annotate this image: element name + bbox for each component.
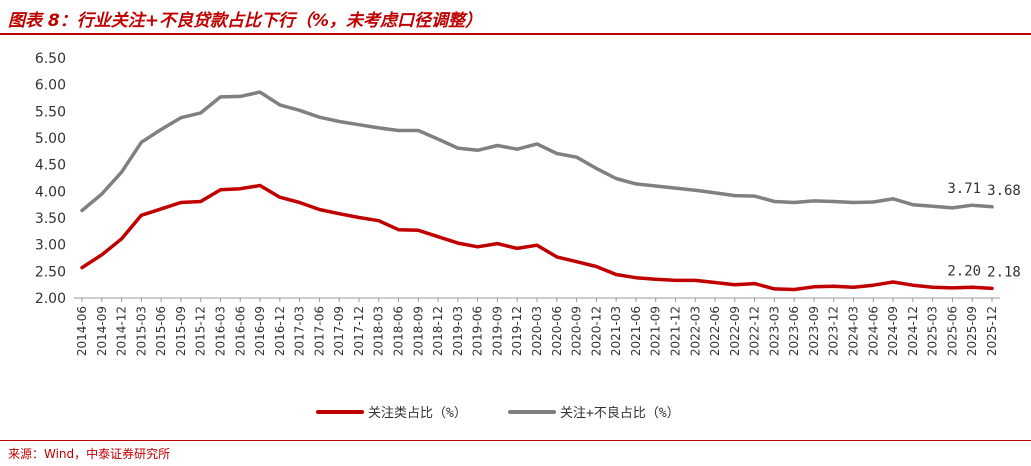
x-tick-label: 2021-09	[649, 306, 663, 356]
line-chart: 2.00 2.50 3.00 3.50 4.00 4.50 5.00 5.50 6.00 6.50…	[35, 51, 1021, 421]
x-tick-label: 2019-12	[510, 306, 524, 356]
x-tick-label: 2024-06	[866, 306, 880, 356]
y-tick-label: 2.50	[35, 264, 66, 280]
x-tick-label: 2024-03	[847, 306, 861, 356]
data-label: 3.68	[987, 183, 1021, 199]
x-tick-label: 2019-03	[451, 306, 465, 356]
x-tick-label: 2021-12	[668, 306, 682, 356]
x-tick-label: 2019-06	[471, 306, 485, 356]
source-note: 来源：Wind，中泰证券研究所	[8, 447, 171, 461]
x-tick-label: 2017-06	[312, 306, 326, 356]
y-tick-label: 6.50	[35, 51, 66, 67]
x-tick-label: 2023-12	[827, 306, 841, 356]
x-tick-label: 2020-03	[530, 306, 544, 356]
x-tick-label: 2016-09	[253, 306, 267, 356]
x-tick-label: 2024-09	[886, 306, 900, 356]
x-tick-label: 2025-12	[985, 306, 999, 356]
x-tick-label: 2020-12	[589, 306, 603, 356]
x-tick-label: 2018-06	[392, 306, 406, 356]
title-divider	[0, 33, 1031, 35]
x-tick-label: 2023-03	[767, 306, 781, 356]
x-tick-label: 2023-06	[787, 306, 801, 356]
data-label: 2.18	[987, 264, 1021, 280]
y-tick-label: 5.50	[35, 104, 66, 120]
x-tick-label: 2020-09	[570, 306, 584, 356]
chart-title: 图表 8：行业关注+不良贷款占比下行（%，未考虑口径调整）	[8, 11, 483, 31]
series-line-attention-npl	[80, 90, 994, 213]
x-tick-label: 2022-09	[728, 306, 742, 356]
x-tick-label: 2025-06	[945, 306, 959, 356]
y-tick-label: 4.50	[35, 158, 66, 174]
x-tick-label: 2015-06	[154, 306, 168, 356]
y-tick-label: 5.00	[35, 131, 66, 147]
x-tick-label: 2014-06	[75, 306, 89, 356]
x-tick-label: 2023-09	[807, 306, 821, 356]
data-label: 3.71	[947, 181, 981, 197]
x-tick-label: 2018-12	[431, 306, 445, 356]
y-tick-label: 6.00	[35, 78, 66, 94]
x-tick-label: 2015-03	[134, 306, 148, 356]
x-tick-label: 2022-12	[748, 306, 762, 356]
x-tick-label: 2022-03	[688, 306, 702, 356]
x-tick-label: 2021-06	[629, 306, 643, 356]
x-tick-label: 2022-06	[708, 306, 722, 356]
x-tick-label: 2017-12	[352, 306, 366, 356]
x-tick-label: 2024-12	[906, 306, 920, 356]
x-tick-label: 2016-12	[273, 306, 287, 356]
x-tick-label: 2021-03	[609, 306, 623, 356]
x-tick-label: 2025-09	[965, 306, 979, 356]
y-tick-label: 4.00	[35, 184, 66, 200]
x-tick-label: 2017-09	[332, 306, 346, 356]
x-tick-label: 2020-06	[550, 306, 564, 356]
x-tick-label: 2019-09	[490, 306, 504, 356]
x-tick-label: 2016-06	[233, 306, 247, 356]
y-tick-label: 2.00	[35, 291, 66, 307]
data-label: 2.20	[947, 263, 981, 279]
y-tick-label: 3.50	[35, 211, 66, 227]
x-tick-label: 2025-03	[926, 306, 940, 356]
x-tick-label: 2018-09	[411, 306, 425, 356]
x-tick-label: 2018-03	[372, 306, 386, 356]
y-tick-label: 3.00	[35, 238, 66, 254]
x-tick-label: 2015-09	[174, 306, 188, 356]
footer-divider	[0, 440, 1031, 441]
x-tick-label: 2017-03	[293, 306, 307, 356]
legend-label-attention-npl: 关注+不良占比（%）	[560, 405, 680, 421]
legend-label-attention: 关注类占比（%）	[368, 406, 467, 421]
x-tick-label: 2014-09	[95, 306, 109, 356]
x-tick-label: 2015-12	[194, 306, 208, 356]
x-tick-label: 2014-12	[115, 306, 129, 356]
x-tick-label: 2016-03	[213, 306, 227, 356]
